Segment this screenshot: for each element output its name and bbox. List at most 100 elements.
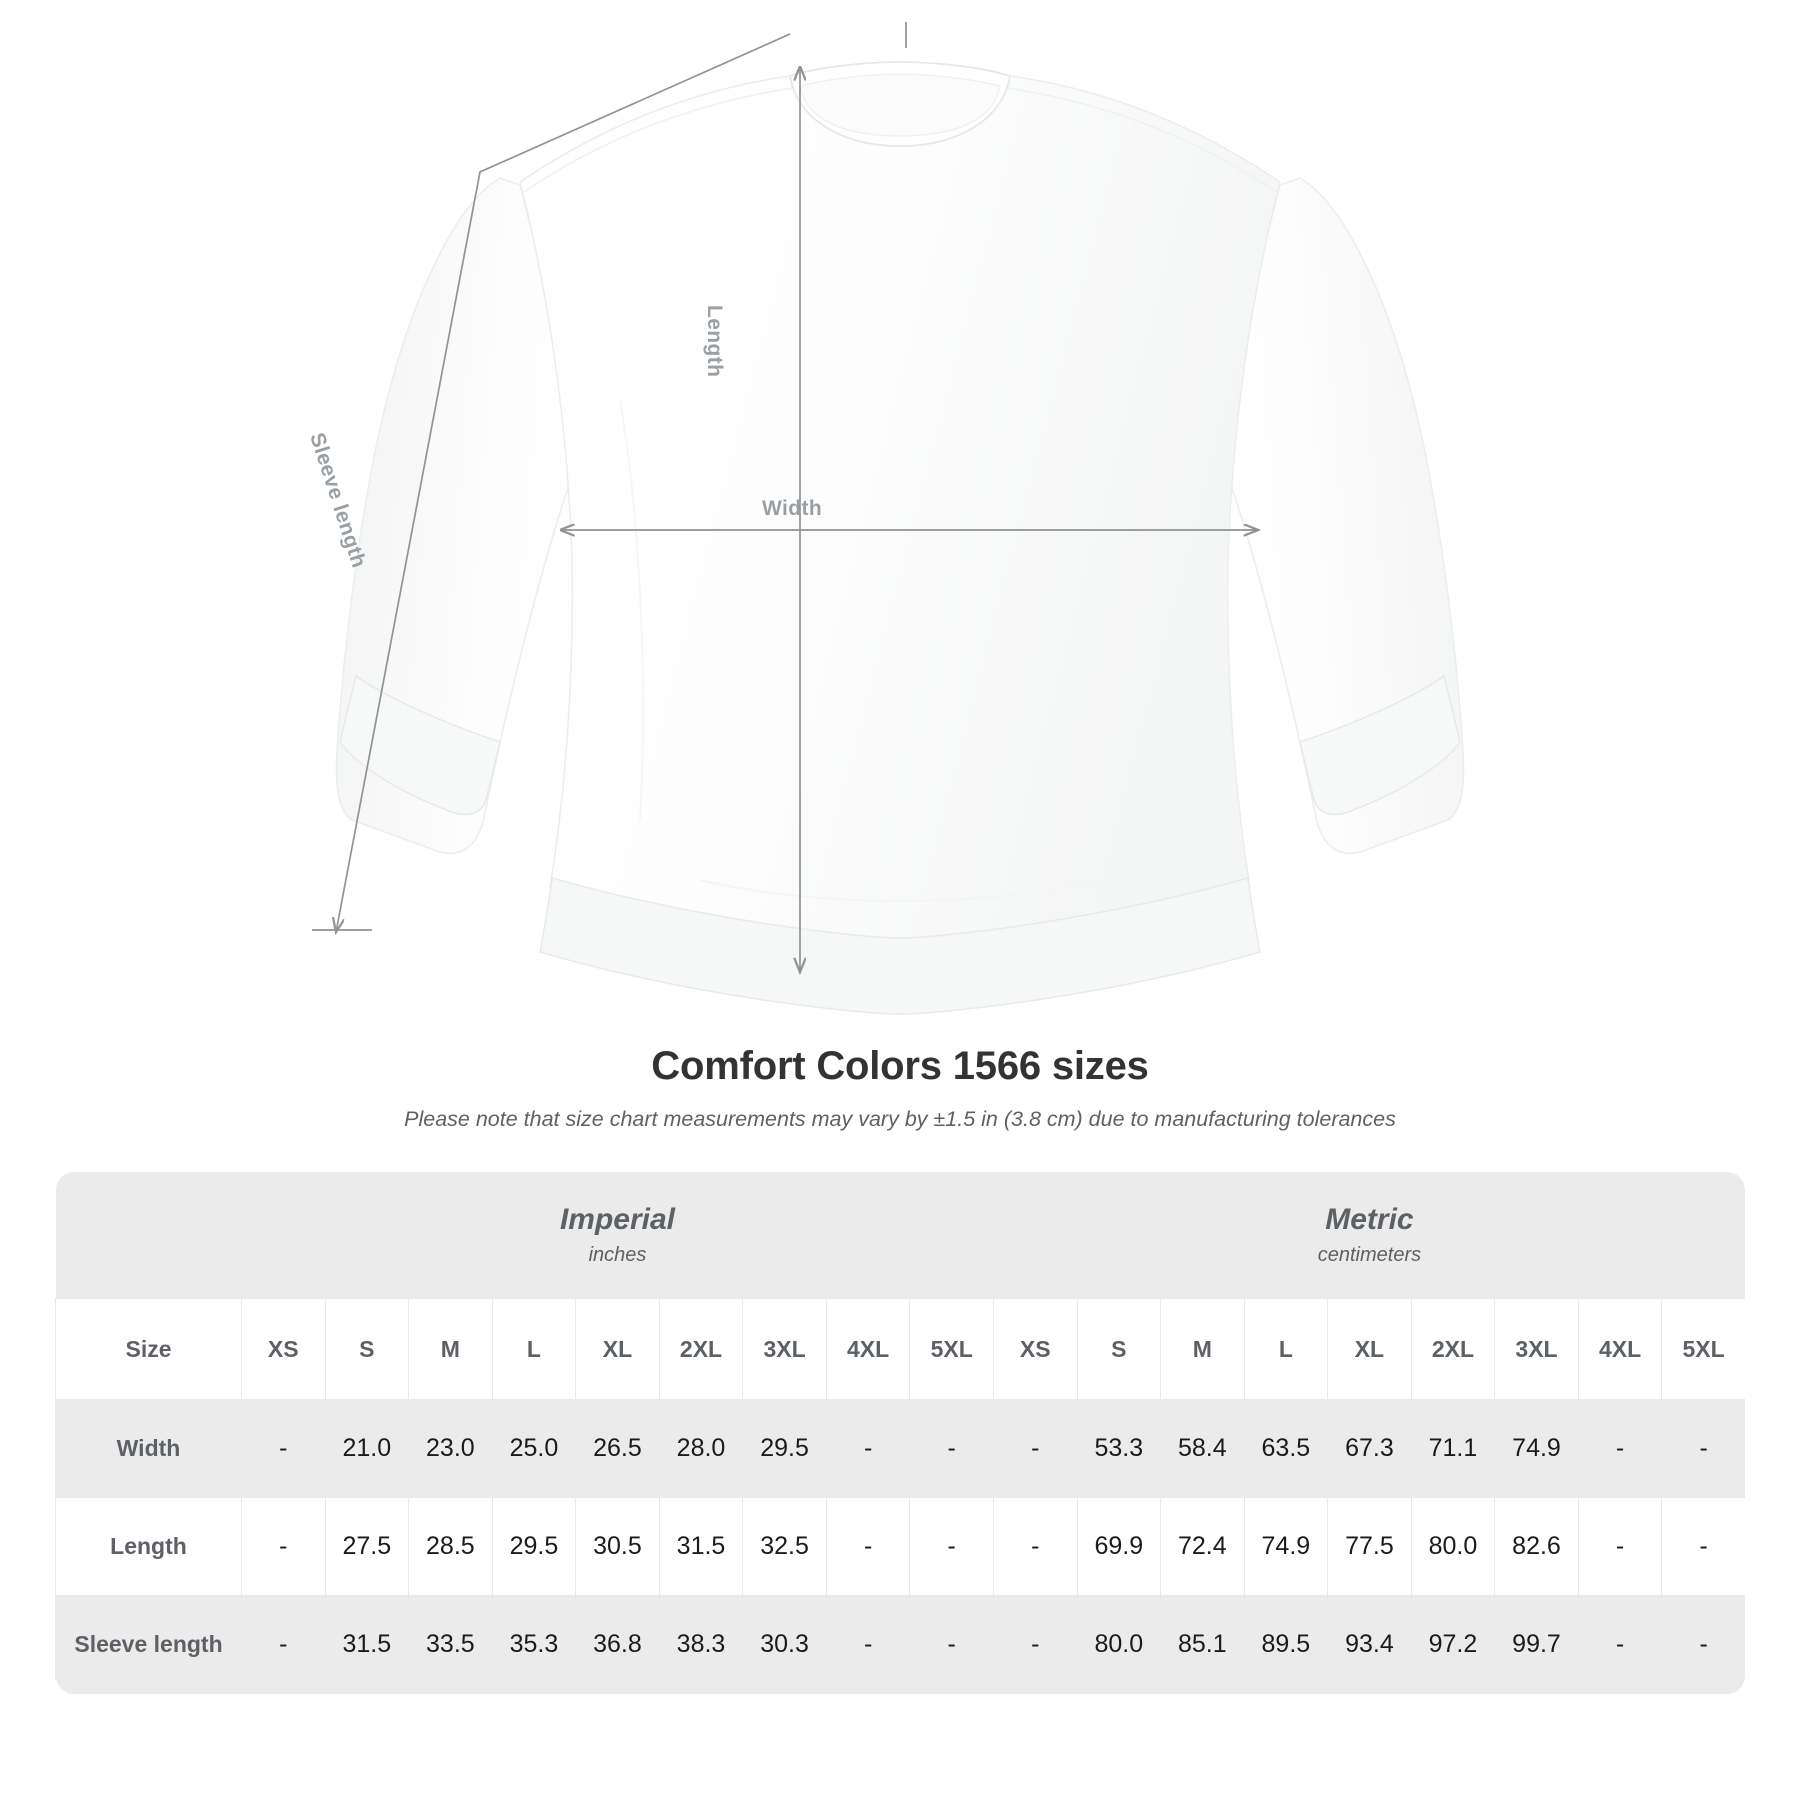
cell-metric-l: 63.5 (1243, 1399, 1329, 1498)
column-header-imperial-4xl: 4XL (825, 1298, 911, 1400)
cell-imperial-2xl: 31.5 (658, 1497, 744, 1596)
column-header-imperial-xl: XL (575, 1298, 660, 1400)
cell-metric-xs: - (992, 1595, 1078, 1694)
sweatshirt-illustration (312, 22, 1465, 1015)
cell-imperial-xl: 26.5 (575, 1399, 660, 1498)
cell-metric-2xl: 97.2 (1410, 1595, 1496, 1694)
cell-metric-l: 89.5 (1243, 1595, 1329, 1694)
cell-metric-4xl: - (1577, 1497, 1663, 1596)
size-table-container: Imperial inches Metric centimeters Size XS S M L… (55, 1172, 1745, 1694)
cell-imperial-xs: - (241, 1497, 326, 1596)
cell-imperial-2xl: 38.3 (658, 1595, 744, 1694)
cell-imperial-3xl: 30.3 (742, 1595, 827, 1694)
cell-imperial-s: 21.0 (324, 1399, 410, 1498)
column-header-metric-4xl: 4XL (1577, 1298, 1663, 1400)
sweatshirt-body (335, 61, 1465, 1015)
cell-metric-5xl: - (1661, 1399, 1745, 1498)
cell-metric-xl: 93.4 (1327, 1595, 1412, 1694)
table-row: Length -27.5 28.5 29.5 30.5 31.5 32.5- - -69.9 72… (55, 1497, 1745, 1596)
cell-imperial-m: 28.5 (408, 1497, 493, 1596)
measurement-arrows (312, 22, 1258, 972)
row-header-sleeve-length: Sleeve length (55, 1595, 242, 1694)
cell-imperial-4xl: - (825, 1399, 911, 1498)
row-header-length: Length (55, 1497, 242, 1596)
cell-metric-3xl: 99.7 (1494, 1595, 1579, 1694)
row-header-width: Width (55, 1399, 242, 1498)
cell-imperial-xs: - (241, 1595, 326, 1694)
cell-metric-5xl: - (1661, 1497, 1745, 1596)
cell-imperial-l: 25.0 (491, 1399, 577, 1498)
cell-imperial-4xl: - (825, 1497, 911, 1596)
table-header-row: Size XS S M L XL 2XL 3XL 4XL 5XL XS S M L XL 2XL 3XL 4XL 5… (55, 1298, 1745, 1400)
cell-imperial-3xl: 29.5 (742, 1399, 827, 1498)
cell-metric-s: 80.0 (1076, 1595, 1162, 1694)
page-title: Comfort Colors 1566 sizes (651, 1044, 1149, 1088)
cell-metric-4xl: - (1577, 1399, 1663, 1498)
cell-metric-3xl: 74.9 (1494, 1399, 1579, 1498)
chart-heading: Comfort Colors 1566 sizes Please note th… (0, 1044, 1800, 1132)
cell-metric-4xl: - (1577, 1595, 1663, 1694)
cell-imperial-4xl: - (825, 1595, 911, 1694)
cell-metric-m: 72.4 (1160, 1497, 1245, 1596)
column-header-metric-2xl: 2XL (1410, 1298, 1496, 1400)
tolerance-note: Please note that size chart measurements… (404, 1107, 1396, 1131)
column-header-imperial-3xl: 3XL (742, 1298, 827, 1400)
cell-imperial-xl: 30.5 (575, 1497, 660, 1596)
column-header-metric-5xl: 5XL (1661, 1298, 1745, 1400)
column-header-metric-3xl: 3XL (1494, 1298, 1579, 1400)
cell-metric-l: 74.9 (1243, 1497, 1329, 1596)
unit-system-metric: Metric centimeters (993, 1172, 1745, 1299)
garment-measurement-diagram: Length Width Sleeve length (305, 22, 1465, 1015)
cell-imperial-2xl: 28.0 (658, 1399, 744, 1498)
cell-metric-xl: 67.3 (1327, 1399, 1412, 1498)
unit-system-imperial: Imperial inches (241, 1172, 994, 1299)
cell-metric-m: 58.4 (1160, 1399, 1245, 1498)
column-header-metric-xs: XS (992, 1298, 1078, 1400)
column-header-size: Size (55, 1298, 242, 1400)
table-row: Sleeve length -31.5 33.5 35.3 36.8 38.3 30.3- -… (55, 1595, 1745, 1694)
cell-metric-xl: 77.5 (1327, 1497, 1412, 1596)
cell-metric-s: 69.9 (1076, 1497, 1162, 1596)
unit-system-name: Imperial (559, 1203, 675, 1237)
cell-metric-xs: - (992, 1399, 1078, 1498)
cell-imperial-l: 35.3 (491, 1595, 577, 1694)
cell-metric-5xl: - (1661, 1595, 1745, 1694)
unit-system-band-row: Imperial inches Metric centimeters (55, 1172, 1745, 1299)
column-header-metric-s: S (1076, 1298, 1162, 1400)
column-header-imperial-xs: XS (241, 1298, 326, 1400)
column-header-imperial-s: S (324, 1298, 410, 1400)
column-header-metric-m: M (1160, 1298, 1245, 1400)
cell-imperial-5xl: - (909, 1399, 994, 1498)
band-spacer (55, 1172, 242, 1299)
cell-metric-2xl: 71.1 (1410, 1399, 1496, 1498)
cell-metric-xs: - (992, 1497, 1078, 1596)
width-dimension-label: Width (762, 497, 823, 520)
cell-imperial-3xl: 32.5 (742, 1497, 827, 1596)
column-header-metric-xl: XL (1327, 1298, 1412, 1400)
cell-imperial-s: 27.5 (324, 1497, 410, 1596)
cell-imperial-l: 29.5 (491, 1497, 577, 1596)
column-header-imperial-l: L (491, 1298, 577, 1400)
cell-imperial-xs: - (241, 1399, 326, 1498)
sleeve-length-arrow (336, 33, 791, 932)
table-row: Width -21.0 23.0 25.0 26.5 28.0 29.5- - -53.3 58.… (55, 1399, 1745, 1498)
cell-imperial-m: 23.0 (408, 1399, 493, 1498)
cell-imperial-xl: 36.8 (575, 1595, 660, 1694)
cell-imperial-5xl: - (909, 1595, 994, 1694)
column-header-imperial-2xl: 2XL (658, 1298, 744, 1400)
size-table: Imperial inches Metric centimeters Size XS S M L… (55, 1172, 1745, 1694)
cell-metric-m: 85.1 (1160, 1595, 1245, 1694)
cell-imperial-m: 33.5 (408, 1595, 493, 1694)
cell-metric-3xl: 82.6 (1494, 1497, 1579, 1596)
column-header-imperial-5xl: 5XL (909, 1298, 994, 1400)
length-dimension-label: Length (703, 305, 726, 378)
cell-metric-2xl: 80.0 (1410, 1497, 1496, 1596)
cell-imperial-5xl: - (909, 1497, 994, 1596)
column-header-metric-l: L (1243, 1298, 1329, 1400)
column-header-imperial-m: M (408, 1298, 493, 1400)
cell-metric-s: 53.3 (1076, 1399, 1162, 1498)
cell-imperial-s: 31.5 (324, 1595, 410, 1694)
unit-system-unit: inches (588, 1243, 647, 1266)
unit-system-unit: centimeters (1317, 1243, 1422, 1266)
